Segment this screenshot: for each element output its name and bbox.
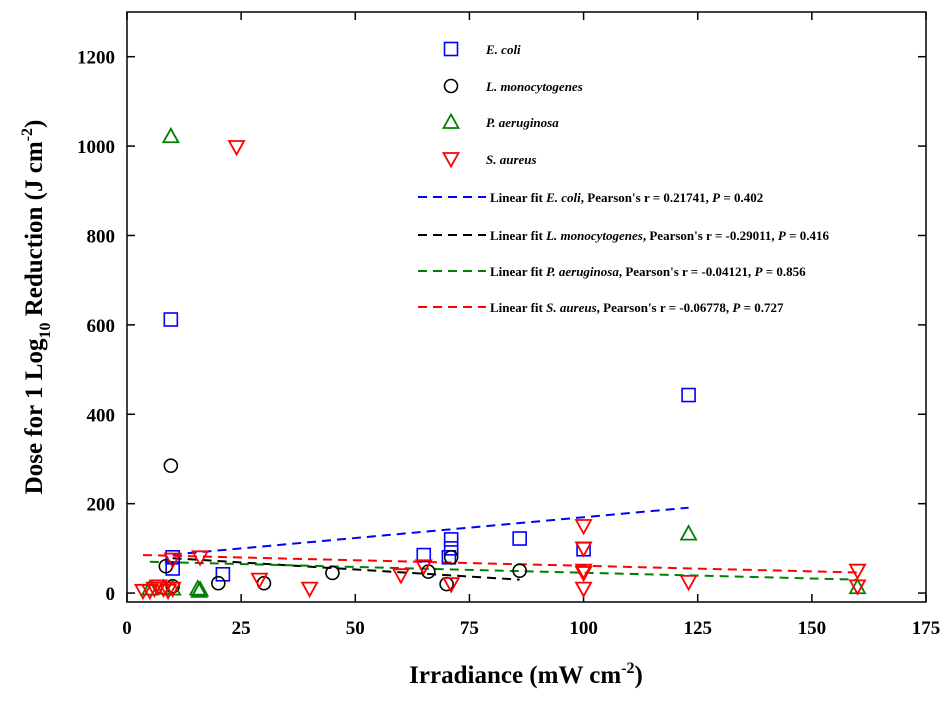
data-point	[391, 568, 410, 585]
data-point	[416, 547, 432, 563]
legend-fit-label: Linear fit S. aureus, Pearson's r = -0.0…	[490, 300, 784, 315]
data-point	[574, 563, 593, 581]
legend: E. coli L. monocytogenes P. aeruginosa S. a…	[418, 41, 829, 315]
x-tick-label: 175	[912, 618, 941, 639]
data-point	[163, 312, 179, 327]
legend-marker	[441, 152, 461, 169]
data-point	[681, 387, 696, 403]
data-point	[512, 563, 527, 579]
data-point	[848, 563, 867, 581]
data-point	[574, 519, 593, 536]
data-point	[163, 581, 182, 598]
data-point	[211, 575, 226, 591]
data-point	[574, 581, 593, 598]
data-point	[190, 581, 209, 598]
fit-line	[149, 560, 858, 581]
data-point	[443, 550, 459, 565]
y-tick-label: 600	[87, 316, 116, 337]
legend-marker	[441, 112, 461, 129]
y-axis-title: Dose for 1 Log10 Reduction (J cm-2)	[19, 120, 54, 495]
data-point	[679, 574, 698, 592]
y-tick-label: 400	[87, 405, 116, 426]
ticks-layer: 0 25 50 75 100 125 150 175 0 200 400 600 800 1000 1200	[77, 12, 940, 639]
legend-marker	[443, 78, 459, 94]
y-tick-label: 800	[87, 226, 116, 247]
x-axis-title: Irradiance (mW cm-2)	[409, 660, 643, 689]
fit-line	[172, 557, 520, 581]
legend-label: E. coli	[485, 42, 521, 57]
x-tick-label: 0	[122, 618, 132, 639]
x-tick-label: 25	[232, 618, 251, 639]
data-point	[443, 532, 459, 547]
legend-label: S. aureus	[486, 152, 537, 167]
data-point	[161, 126, 180, 144]
data-point	[442, 577, 461, 594]
data-point	[140, 579, 159, 596]
plot-frame	[126, 11, 927, 603]
y-tick-label: 0	[106, 584, 116, 605]
x-tick-label: 125	[683, 618, 712, 639]
data-point	[215, 566, 231, 582]
data-point	[154, 581, 173, 598]
legend-fit-label: Linear fit L. monocytogenes, Pearson's r…	[490, 228, 829, 243]
data-point	[574, 566, 593, 583]
data-point	[848, 579, 867, 596]
x-tick-label: 50	[346, 618, 365, 639]
legend-marker	[443, 41, 459, 57]
y-tick-label: 1000	[77, 137, 115, 158]
data-point	[300, 581, 319, 598]
fit-lines-layer	[142, 506, 858, 581]
data-point	[679, 524, 698, 541]
x-tick-label: 75	[460, 618, 479, 639]
data-point	[165, 561, 180, 576]
points-layer	[133, 126, 867, 601]
legend-label: L. monocytogenes	[485, 79, 583, 94]
data-point	[145, 581, 164, 598]
fit-line	[172, 506, 689, 556]
data-point	[325, 565, 340, 581]
data-point	[414, 559, 433, 576]
data-point	[191, 550, 210, 567]
data-point	[512, 531, 527, 546]
legend-fit-label: Linear fit E. coli, Pearson's r = 0.2174…	[490, 190, 763, 205]
legend-fit-label: Linear fit P. aeruginosa, Pearson's r = …	[490, 264, 806, 279]
x-tick-label: 100	[569, 618, 598, 639]
data-point	[574, 541, 593, 558]
legend-label: P. aeruginosa	[486, 115, 559, 130]
data-point	[848, 577, 867, 595]
data-point	[250, 572, 269, 590]
data-point	[443, 541, 459, 556]
data-point	[163, 552, 182, 569]
data-point	[163, 458, 179, 473]
data-point	[159, 583, 178, 601]
data-point	[140, 583, 159, 601]
x-tick-label: 150	[798, 618, 827, 639]
y-tick-label: 1200	[77, 48, 115, 69]
data-point	[227, 140, 246, 157]
y-tick-label: 200	[87, 495, 116, 516]
